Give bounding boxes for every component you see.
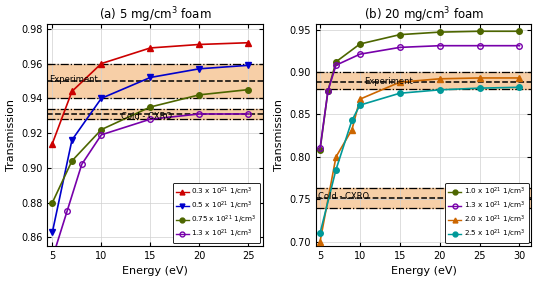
0.5 x 10$^{21}$ 1/cm$^3$ [98, 97, 105, 100]
1.0 x 10$^{21}$ 1/cm$^3$ [516, 30, 523, 33]
Y-axis label: Transmission: Transmission [5, 99, 16, 171]
X-axis label: Energy (eV): Energy (eV) [391, 266, 456, 276]
0.3 x 10$^{21}$ 1/cm$^3$ [196, 43, 202, 46]
X-axis label: Energy (eV): Energy (eV) [122, 266, 188, 276]
0.75 x 10$^{21}$ 1/cm$^3$ [98, 128, 105, 131]
Bar [47, 63, 263, 98]
Bar [47, 109, 263, 119]
Y-axis label: Transmission: Transmission [274, 99, 284, 171]
2.0 x 10$^{21}$ 1/cm$^3$ [516, 76, 523, 80]
Title: (a) 5 mg/cm$^3$ foam: (a) 5 mg/cm$^3$ foam [99, 6, 212, 25]
1.3 x 10$^{21}$ 1/cm$^3$ [437, 44, 443, 47]
1.3 x 10$^{21}$ 1/cm$^3$ [64, 210, 70, 213]
2.5 x 10$^{21}$ 1/cm$^3$ [476, 87, 483, 90]
Line: 2.5 x 10$^{21}$ 1/cm$^3$: 2.5 x 10$^{21}$ 1/cm$^3$ [317, 85, 523, 236]
0.5 x 10$^{21}$ 1/cm$^3$ [69, 138, 75, 142]
1.0 x 10$^{21}$ 1/cm$^3$ [397, 33, 403, 36]
0.5 x 10$^{21}$ 1/cm$^3$ [49, 230, 56, 234]
1.3 x 10$^{21}$ 1/cm$^3$ [98, 133, 105, 136]
0.75 x 10$^{21}$ 1/cm$^3$ [69, 159, 75, 163]
Bar [316, 72, 532, 89]
1.3 x 10$^{21}$ 1/cm$^3$ [196, 112, 202, 116]
1.3 x 10$^{21}$ 1/cm$^3$ [78, 163, 85, 166]
2.0 x 10$^{21}$ 1/cm$^3$ [349, 128, 355, 131]
0.75 x 10$^{21}$ 1/cm$^3$ [196, 93, 202, 96]
1.3 x 10$^{21}$ 1/cm$^3$ [516, 44, 523, 47]
Line: 2.0 x 10$^{21}$ 1/cm$^3$: 2.0 x 10$^{21}$ 1/cm$^3$ [317, 75, 523, 244]
1.3 x 10$^{21}$ 1/cm$^3$ [325, 89, 331, 92]
0.3 x 10$^{21}$ 1/cm$^3$ [98, 62, 105, 65]
1.3 x 10$^{21}$ 1/cm$^3$ [357, 52, 363, 56]
Text: Cold - CXRO: Cold - CXRO [121, 112, 172, 121]
Text: Experiment: Experiment [49, 75, 98, 84]
1.3 x 10$^{21}$ 1/cm$^3$ [317, 147, 323, 150]
2.0 x 10$^{21}$ 1/cm$^3$ [317, 240, 323, 243]
1.0 x 10$^{21}$ 1/cm$^3$ [325, 89, 331, 92]
0.3 x 10$^{21}$ 1/cm$^3$ [147, 46, 154, 50]
2.0 x 10$^{21}$ 1/cm$^3$ [397, 80, 403, 84]
1.0 x 10$^{21}$ 1/cm$^3$ [476, 30, 483, 33]
Title: (b) 20 mg/cm$^3$ foam: (b) 20 mg/cm$^3$ foam [364, 6, 484, 25]
0.75 x 10$^{21}$ 1/cm$^3$ [147, 105, 154, 109]
Legend: 1.0 x 10$^{21}$ 1/cm$^3$, 1.3 x 10$^{21}$ 1/cm$^3$, 2.0 x 10$^{21}$ 1/cm$^3$, 2.: 1.0 x 10$^{21}$ 1/cm$^3$, 1.3 x 10$^{21}… [445, 183, 528, 243]
0.75 x 10$^{21}$ 1/cm$^3$ [49, 201, 56, 204]
2.5 x 10$^{21}$ 1/cm$^3$ [357, 103, 363, 107]
0.3 x 10$^{21}$ 1/cm$^3$ [245, 41, 251, 45]
2.5 x 10$^{21}$ 1/cm$^3$ [516, 86, 523, 89]
1.3 x 10$^{21}$ 1/cm$^3$ [245, 112, 251, 116]
Line: 0.3 x 10$^{21}$ 1/cm$^3$: 0.3 x 10$^{21}$ 1/cm$^3$ [49, 40, 251, 146]
1.3 x 10$^{21}$ 1/cm$^3$ [397, 46, 403, 49]
Line: 0.5 x 10$^{21}$ 1/cm$^3$: 0.5 x 10$^{21}$ 1/cm$^3$ [49, 63, 251, 235]
0.5 x 10$^{21}$ 1/cm$^3$ [147, 76, 154, 79]
2.0 x 10$^{21}$ 1/cm$^3$ [357, 98, 363, 101]
2.0 x 10$^{21}$ 1/cm$^3$ [476, 76, 483, 80]
0.3 x 10$^{21}$ 1/cm$^3$ [69, 90, 75, 93]
Legend: 0.3 x 10$^{21}$ 1/cm$^3$, 0.5 x 10$^{21}$ 1/cm$^3$, 0.75 x 10$^{21}$ 1/cm$^3$, 1: 0.3 x 10$^{21}$ 1/cm$^3$, 0.5 x 10$^{21}… [172, 183, 260, 243]
2.5 x 10$^{21}$ 1/cm$^3$ [333, 168, 339, 171]
2.5 x 10$^{21}$ 1/cm$^3$ [437, 88, 443, 92]
2.5 x 10$^{21}$ 1/cm$^3$ [317, 232, 323, 235]
2.0 x 10$^{21}$ 1/cm$^3$ [437, 77, 443, 80]
2.0 x 10$^{21}$ 1/cm$^3$ [333, 155, 339, 158]
1.3 x 10$^{21}$ 1/cm$^3$ [333, 63, 339, 67]
Text: Cold - CXRO: Cold - CXRO [317, 192, 369, 201]
0.5 x 10$^{21}$ 1/cm$^3$ [196, 67, 202, 70]
Line: 1.3 x 10$^{21}$ 1/cm$^3$: 1.3 x 10$^{21}$ 1/cm$^3$ [49, 111, 251, 261]
Line: 1.3 x 10$^{21}$ 1/cm$^3$: 1.3 x 10$^{21}$ 1/cm$^3$ [317, 43, 523, 151]
1.3 x 10$^{21}$ 1/cm$^3$ [476, 44, 483, 47]
1.3 x 10$^{21}$ 1/cm$^3$ [147, 118, 154, 121]
0.5 x 10$^{21}$ 1/cm$^3$ [245, 64, 251, 67]
2.5 x 10$^{21}$ 1/cm$^3$ [397, 92, 403, 95]
1.0 x 10$^{21}$ 1/cm$^3$ [317, 148, 323, 152]
0.3 x 10$^{21}$ 1/cm$^3$ [49, 142, 56, 145]
Line: 1.0 x 10$^{21}$ 1/cm$^3$: 1.0 x 10$^{21}$ 1/cm$^3$ [317, 28, 523, 153]
2.5 x 10$^{21}$ 1/cm$^3$ [349, 119, 355, 122]
0.75 x 10$^{21}$ 1/cm$^3$ [245, 88, 251, 91]
1.0 x 10$^{21}$ 1/cm$^3$ [333, 60, 339, 63]
Bar [316, 188, 532, 208]
Line: 0.75 x 10$^{21}$ 1/cm$^3$: 0.75 x 10$^{21}$ 1/cm$^3$ [49, 87, 251, 205]
Text: Experiment: Experiment [364, 77, 412, 86]
1.0 x 10$^{21}$ 1/cm$^3$ [437, 30, 443, 34]
1.0 x 10$^{21}$ 1/cm$^3$ [357, 42, 363, 46]
1.3 x 10$^{21}$ 1/cm$^3$ [49, 257, 56, 260]
